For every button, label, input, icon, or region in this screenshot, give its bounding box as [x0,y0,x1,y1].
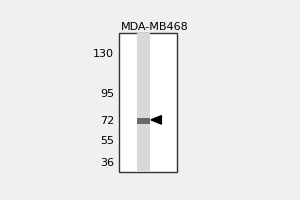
Text: 36: 36 [100,158,114,168]
Bar [137,118,150,124]
Text: MDA-MB468: MDA-MB468 [121,22,189,32]
Polygon shape [151,116,161,124]
Text: 72: 72 [100,116,114,126]
Text: 130: 130 [93,49,114,59]
Bar [119,33,177,172]
Text: 55: 55 [100,136,114,146]
Text: 95: 95 [100,89,114,99]
Bar [137,33,150,172]
